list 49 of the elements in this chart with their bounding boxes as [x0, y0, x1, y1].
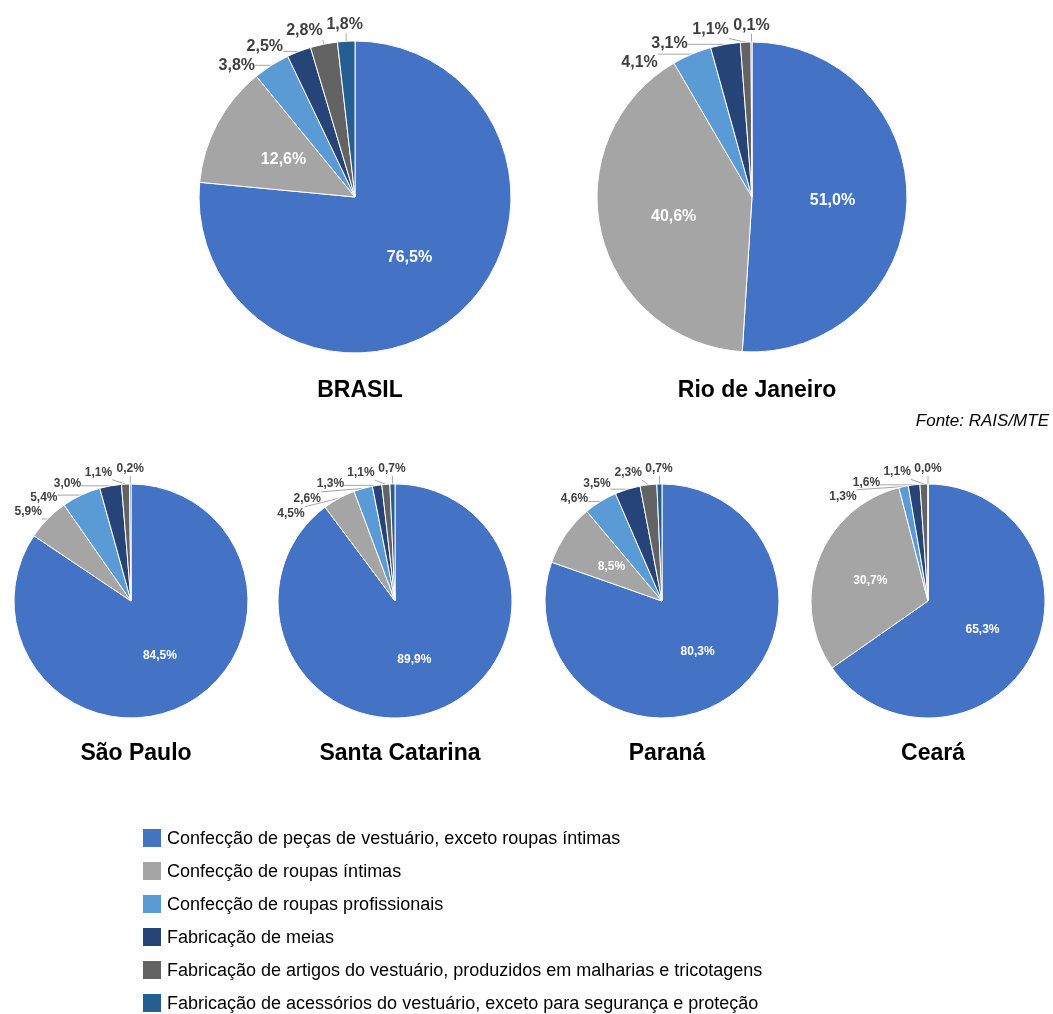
legend-label: Fabricação de meias: [167, 927, 335, 947]
data-label: 1,8%: [326, 14, 363, 32]
data-label: 2,8%: [286, 21, 323, 39]
data-label: 1,1%: [347, 465, 375, 480]
data-label: 80,3%: [680, 644, 715, 659]
data-label: 1,3%: [316, 476, 345, 491]
data-label: 5,9%: [14, 504, 43, 519]
data-label: 4,1%: [621, 52, 658, 70]
data-label: 40,6%: [650, 207, 697, 225]
data-label: 3,1%: [651, 34, 688, 52]
data-label: 8,5%: [597, 559, 626, 573]
data-label: 89,9%: [397, 652, 432, 667]
data-label: 3,0%: [53, 475, 82, 490]
data-label: 84,5%: [142, 648, 178, 663]
data-label: 0,7%: [645, 461, 673, 476]
data-label: 4,6%: [560, 490, 589, 505]
data-label: 1,3%: [829, 488, 857, 503]
data-label: 30,7%: [853, 572, 888, 587]
text: BRASIL: [317, 375, 403, 402]
data-label: 3,5%: [583, 476, 611, 491]
data-label: 2,5%: [246, 37, 284, 55]
legend-label: Confecção de roupas profissionais: [167, 894, 444, 914]
data-label: 51,0%: [809, 191, 856, 209]
source-note: Fonte: RAIS/MTE: [915, 411, 1050, 430]
data-label: 1,1%: [692, 20, 729, 38]
data-label: 0,1%: [733, 15, 770, 33]
text: Santa Catarina: [319, 738, 481, 765]
data-label: 5,4%: [30, 490, 58, 505]
data-label: 1,6%: [852, 474, 881, 489]
data-label: 1,1%: [883, 464, 912, 479]
text: São Paulo: [80, 738, 192, 765]
data-label: 4,5%: [277, 505, 305, 520]
legend-label: Fabricação de artigos do vestuário, produzidos em malharias e tricotagens: [167, 960, 763, 980]
legend-label: Confecção de peças de vestuário, exceto roupas íntimas: [167, 828, 621, 848]
data-label: 0,7%: [378, 461, 406, 476]
data-label: 12,6%: [260, 150, 307, 168]
text: Paraná: [628, 738, 706, 765]
data-label: 2,3%: [614, 464, 643, 479]
data-label: 1,1%: [84, 464, 113, 479]
data-label: 65,3%: [965, 622, 1000, 637]
text: Ceará: [901, 738, 966, 765]
data-label: 0,2%: [116, 461, 145, 475]
legend-label: Confecção de roupas íntimas: [167, 861, 402, 881]
data-label: 76,5%: [386, 248, 433, 266]
data-label: 3,8%: [218, 55, 256, 73]
data-label: 2,6%: [293, 490, 322, 505]
text: 0,0%: [914, 461, 942, 475]
legend-label: Fabricação de acessórios do vestuário, exceto para segurança e proteção: [167, 993, 759, 1013]
text: Rio de Janeiro: [677, 375, 837, 402]
